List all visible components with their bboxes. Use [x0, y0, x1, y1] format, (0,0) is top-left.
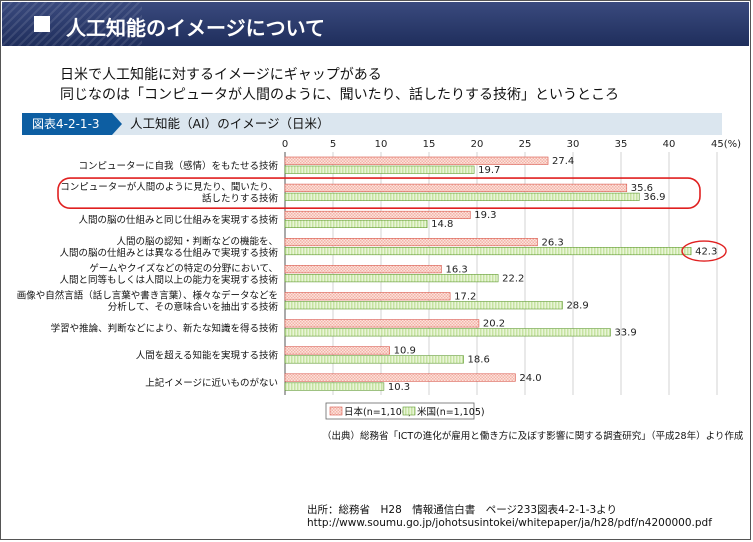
bar-japan	[284, 373, 516, 382]
data-label-usa: 18.6	[468, 355, 490, 366]
subtitle-line-1: 日米で人工知能に対するイメージにギャップがある	[60, 67, 382, 83]
figure-badge: 図表4-2-1-3	[22, 113, 122, 135]
tick-label: 35	[615, 139, 628, 150]
bar-japan	[284, 319, 480, 328]
data-label-japan: 26.3	[541, 237, 563, 248]
tick-label: 45(%)	[711, 139, 741, 150]
bar-usa	[284, 328, 611, 337]
slide-title: 人工知能のイメージについて	[66, 16, 325, 40]
data-label-japan: 17.2	[454, 292, 476, 303]
data-label-usa: 33.9	[614, 328, 636, 339]
data-label-japan: 19.3	[474, 210, 496, 221]
category-label: 話したりする技術	[202, 193, 279, 205]
highlight-outline	[57, 177, 701, 210]
category-label: 人間の脳の仕組みとは異なる仕組みで実現する技術	[59, 247, 278, 259]
title-bar: 人工知能のイメージについて	[2, 2, 749, 46]
title-pattern	[2, 2, 142, 46]
data-label-usa: 10.3	[388, 382, 410, 393]
legend-label-usa: 米国(n=1,105)	[417, 406, 485, 418]
category-label: コンピューターが人間のように見たり、聞いたり、	[60, 181, 278, 193]
bar-usa	[284, 247, 692, 256]
bar-usa	[284, 165, 475, 174]
subtitle-line-2: 同じなのは「コンピュータが人間のように、聞いたり、話したりする技術」というところ	[60, 87, 620, 103]
data-label-japan: 10.9	[394, 346, 416, 357]
title-square-icon	[34, 16, 50, 32]
data-label-japan: 20.2	[483, 319, 505, 330]
bar-japan	[284, 346, 390, 355]
tick-label: 0	[282, 139, 288, 150]
bar-japan	[284, 156, 549, 165]
bar-japan	[284, 238, 538, 247]
tick-label: 10	[375, 139, 388, 150]
bar-japan	[284, 265, 442, 274]
bar-japan	[284, 210, 471, 219]
bar-usa	[284, 382, 385, 391]
source-note: （出典）総務省「ICTの進化が雇用と働き方に及ぼす影響に関する調査研究」（平成2…	[322, 431, 744, 442]
category-label: 人間の脳の認知・判断などの機能を、	[116, 235, 278, 247]
data-label-japan: 27.4	[552, 156, 574, 167]
tick-label: 30	[567, 139, 580, 150]
data-label-usa: 28.9	[566, 301, 588, 312]
bar-usa	[284, 301, 563, 310]
footer-url: http://www.soumu.go.jp/johotsusintokei/w…	[307, 517, 712, 529]
legend-swatch-japan	[329, 406, 343, 416]
category-label: 画像や自然言語（話し言葉や書き言葉）、様々なデータなどを	[17, 290, 278, 302]
data-label-japan: 24.0	[519, 373, 541, 384]
figure-title: 人工知能（AI）のイメージ（日米）	[130, 116, 330, 131]
bar-usa	[284, 219, 428, 228]
category-label: ゲームやクイズなどの特定の分野において、	[89, 262, 278, 274]
data-label-usa: 42.3	[695, 246, 717, 257]
bar-japan	[284, 292, 451, 301]
bar-usa	[284, 192, 640, 201]
data-label-japan: 16.3	[445, 264, 467, 275]
tick-label: 15	[423, 139, 436, 150]
bar-usa	[284, 274, 499, 283]
category-label: 人間と同等もしくは人間以上の能力を実現する技術	[59, 274, 278, 286]
data-label-usa: 14.8	[431, 219, 453, 230]
category-label: 学習や推論、判断などにより、新たな知識を得る技術	[51, 323, 279, 335]
tick-label: 20	[471, 139, 484, 150]
highlight-ellipse	[681, 240, 727, 262]
category-label: コンピューターに自我（感情）をもたせる技術	[78, 160, 278, 172]
bar-japan	[284, 183, 628, 192]
legend-box	[325, 402, 475, 420]
tick-label: 40	[663, 139, 676, 150]
tick-label: 25	[519, 139, 532, 150]
tick-label: 5	[330, 139, 336, 150]
legend-label-japan: 日本(n=1,106)	[344, 406, 412, 418]
bar-usa	[284, 355, 464, 364]
footer-source: 出所：総務省 H28 情報通信白書 ページ233図表4-2-1-3より	[307, 504, 617, 516]
category-label: 上記イメージに近いものがない	[145, 377, 278, 389]
legend-swatch-usa	[402, 406, 416, 416]
category-label: 人間の脳の仕組みと同じ仕組みを実現する技術	[78, 214, 278, 226]
figure-header: 図表4-2-1-3 人工知能（AI）のイメージ（日米）	[22, 113, 722, 135]
data-label-usa: 19.7	[478, 165, 500, 176]
data-label-usa: 36.9	[643, 192, 665, 203]
data-label-japan: 35.6	[631, 183, 653, 194]
category-label: 分析して、その意味合いを抽出する技術	[108, 301, 279, 313]
category-label: 人間を超える知能を実現する技術	[136, 350, 279, 362]
data-label-usa: 22.2	[502, 273, 524, 284]
